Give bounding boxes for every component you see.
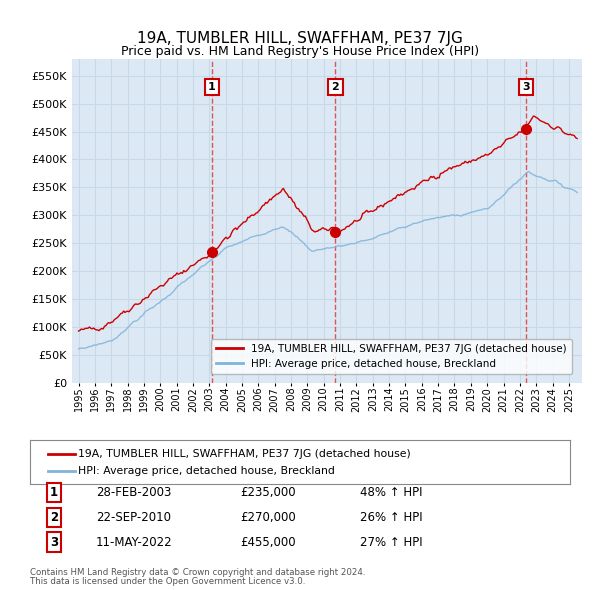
Text: 22-SEP-2010: 22-SEP-2010	[96, 511, 171, 524]
Text: 2: 2	[332, 82, 340, 92]
Legend: 19A, TUMBLER HILL, SWAFFHAM, PE37 7JG (detached house), HPI: Average price, deta: 19A, TUMBLER HILL, SWAFFHAM, PE37 7JG (d…	[211, 339, 572, 374]
Text: 48% ↑ HPI: 48% ↑ HPI	[360, 486, 422, 499]
Text: 28-FEB-2003: 28-FEB-2003	[96, 486, 172, 499]
Text: £235,000: £235,000	[240, 486, 296, 499]
Text: 11-MAY-2022: 11-MAY-2022	[96, 536, 173, 549]
Text: HPI: Average price, detached house, Breckland: HPI: Average price, detached house, Brec…	[78, 467, 335, 476]
Text: 3: 3	[522, 82, 530, 92]
Text: 1: 1	[50, 486, 58, 499]
Text: 2: 2	[50, 511, 58, 524]
Text: 3: 3	[50, 536, 58, 549]
Text: £455,000: £455,000	[240, 536, 296, 549]
Text: 27% ↑ HPI: 27% ↑ HPI	[360, 536, 422, 549]
Text: 19A, TUMBLER HILL, SWAFFHAM, PE37 7JG: 19A, TUMBLER HILL, SWAFFHAM, PE37 7JG	[137, 31, 463, 46]
Text: Contains HM Land Registry data © Crown copyright and database right 2024.: Contains HM Land Registry data © Crown c…	[30, 568, 365, 577]
Text: Price paid vs. HM Land Registry's House Price Index (HPI): Price paid vs. HM Land Registry's House …	[121, 45, 479, 58]
Text: 19A, TUMBLER HILL, SWAFFHAM, PE37 7JG (detached house): 19A, TUMBLER HILL, SWAFFHAM, PE37 7JG (d…	[78, 449, 411, 458]
Text: 26% ↑ HPI: 26% ↑ HPI	[360, 511, 422, 524]
Text: 1: 1	[208, 82, 215, 92]
Text: This data is licensed under the Open Government Licence v3.0.: This data is licensed under the Open Gov…	[30, 578, 305, 586]
Text: £270,000: £270,000	[240, 511, 296, 524]
